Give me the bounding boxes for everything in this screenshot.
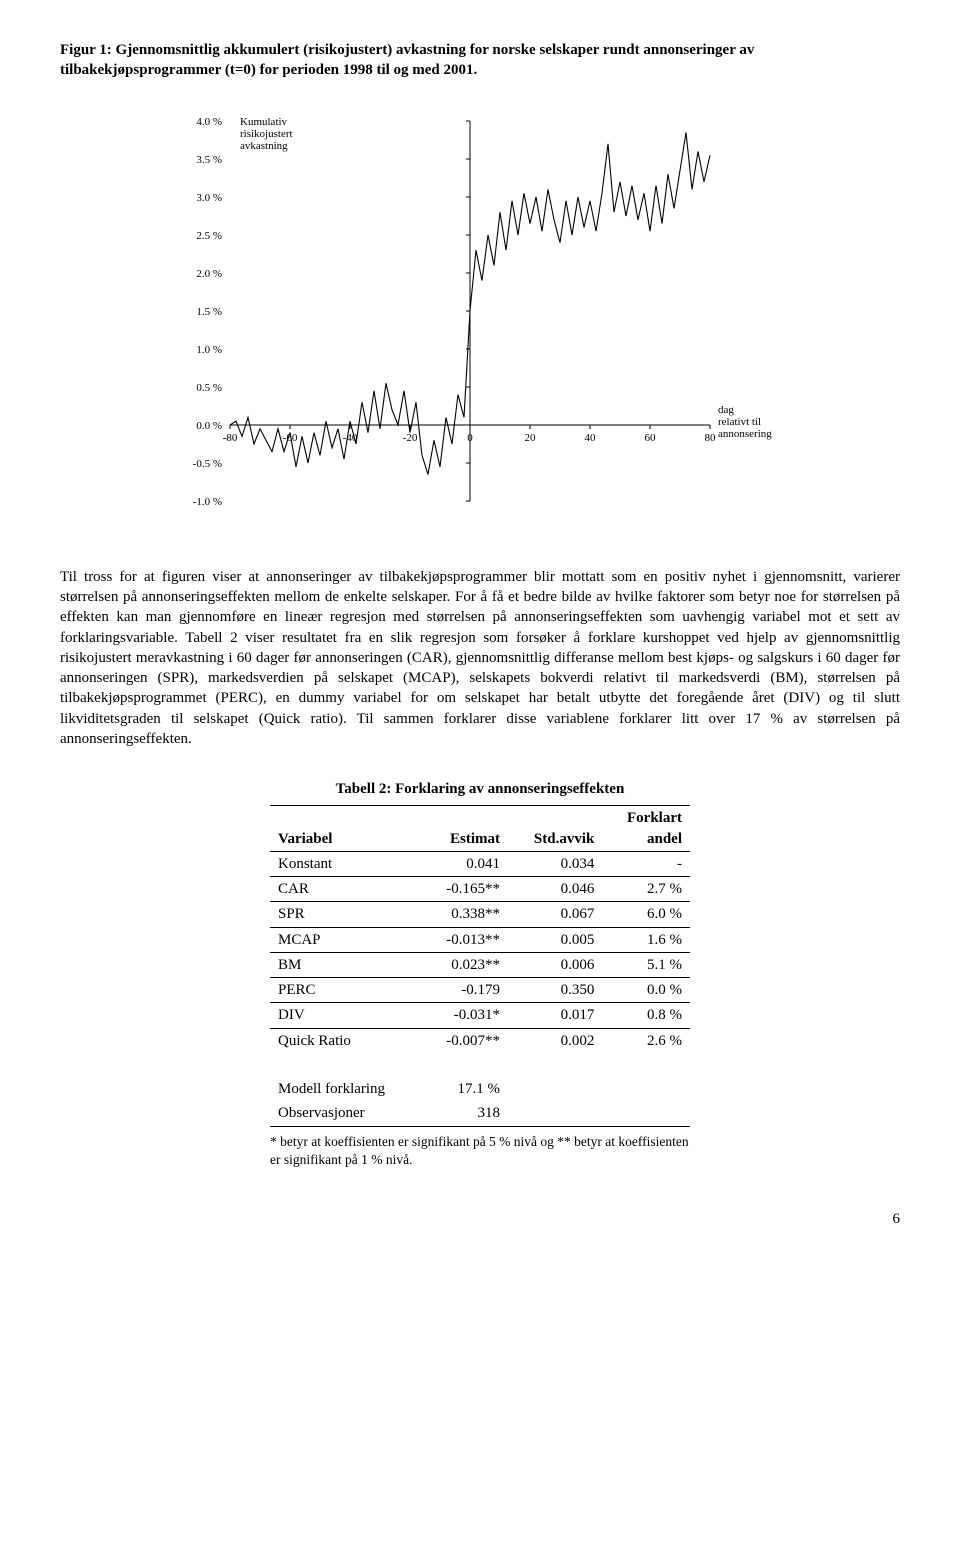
col-header-estimat: Estimat: [422, 806, 508, 852]
svg-text:1.5 %: 1.5 %: [196, 306, 222, 318]
table-cell: 0.023**: [422, 952, 508, 977]
table-cell: DIV: [270, 1003, 422, 1028]
table-row: PERC-0.1790.3500.0 %: [270, 978, 690, 1003]
table-cell: 5.1 %: [602, 952, 690, 977]
page-number: 6: [60, 1209, 900, 1229]
table-cell: 0.350: [508, 978, 602, 1003]
table-cell: -0.013**: [422, 927, 508, 952]
table-cell: -0.007**: [422, 1028, 508, 1053]
figure-title: Figur 1: Gjennomsnittlig akkumulert (ris…: [60, 40, 900, 81]
col-header-variabel: Variabel: [270, 806, 422, 852]
svg-text:dag: dag: [718, 404, 734, 416]
svg-text:20: 20: [525, 432, 537, 444]
table-summary-row: Observasjoner318: [270, 1101, 690, 1126]
table-cell: Konstant: [270, 851, 422, 876]
table-cell: 6.0 %: [602, 902, 690, 927]
table-cell: SPR: [270, 902, 422, 927]
table-row: Quick Ratio-0.007**0.0022.6 %: [270, 1028, 690, 1053]
table-cell: PERC: [270, 978, 422, 1003]
svg-text:-80: -80: [223, 432, 238, 444]
table-cell: 0.0 %: [602, 978, 690, 1003]
table-row: Konstant0.0410.034-: [270, 851, 690, 876]
table-cell: -0.179: [422, 978, 508, 1003]
table-cell: 0.005: [508, 927, 602, 952]
table-cell: 1.6 %: [602, 927, 690, 952]
table-row: MCAP-0.013**0.0051.6 %: [270, 927, 690, 952]
col-header-forklart-line2: andel: [647, 831, 682, 847]
table-cell: [508, 1101, 602, 1126]
svg-text:risikojustert: risikojustert: [240, 128, 293, 140]
svg-text:1.0 %: 1.0 %: [196, 344, 222, 356]
svg-text:0.5 %: 0.5 %: [196, 382, 222, 394]
table-cell: [508, 1077, 602, 1101]
svg-text:-0.5 %: -0.5 %: [193, 458, 222, 470]
spacer: [270, 1053, 690, 1077]
regression-table: Variabel Estimat Std.avvik Forklart ande…: [270, 805, 690, 1126]
table-cell: -0.031*: [422, 1003, 508, 1028]
col-header-stdavvik: Std.avvik: [508, 806, 602, 852]
table-cell: 2.6 %: [602, 1028, 690, 1053]
body-paragraph: Til tross for at figuren viser at annons…: [60, 567, 900, 749]
table-cell: -: [602, 851, 690, 876]
table-cell: Quick Ratio: [270, 1028, 422, 1053]
col-header-forklart-line1: Forklart: [627, 810, 682, 826]
table-cell: 0.046: [508, 877, 602, 902]
table-cell: [602, 1101, 690, 1126]
table-container: Tabell 2: Forklaring av annonseringseffe…: [270, 779, 690, 1169]
table-cell: 0.338**: [422, 902, 508, 927]
svg-text:-20: -20: [403, 432, 418, 444]
svg-text:avkastning: avkastning: [240, 140, 288, 152]
table-cell: [602, 1077, 690, 1101]
table-cell: 318: [422, 1101, 508, 1126]
table-cell: 0.006: [508, 952, 602, 977]
chart-container: 4.0 % 3.5 % 3.0 % 2.5 % 2.0 % 1.5 % 1.0 % 0.5 %…: [160, 111, 800, 537]
table-row: BM0.023**0.0065.1 %: [270, 952, 690, 977]
svg-text:60: 60: [645, 432, 657, 444]
svg-text:2.0 %: 2.0 %: [196, 268, 222, 280]
table-cell: MCAP: [270, 927, 422, 952]
line-chart: 4.0 % 3.5 % 3.0 % 2.5 % 2.0 % 1.5 % 1.0 % 0.5 %…: [160, 111, 800, 531]
svg-text:2.5 %: 2.5 %: [196, 230, 222, 242]
table-cell: 0.034: [508, 851, 602, 876]
col-header-forklart-andel: Forklart andel: [602, 806, 690, 852]
svg-text:annonsering: annonsering: [718, 428, 772, 440]
table-cell: 17.1 %: [422, 1077, 508, 1101]
table-summary-row: Modell forklaring17.1 %: [270, 1077, 690, 1101]
svg-text:Kumulativ: Kumulativ: [240, 116, 288, 128]
table-row: CAR-0.165**0.0462.7 %: [270, 877, 690, 902]
table-cell: 2.7 %: [602, 877, 690, 902]
table-title: Tabell 2: Forklaring av annonseringseffe…: [270, 779, 690, 799]
table-cell: 0.017: [508, 1003, 602, 1028]
table-row: SPR0.338**0.0676.0 %: [270, 902, 690, 927]
table-cell: 0.067: [508, 902, 602, 927]
table-cell: Modell forklaring: [270, 1077, 422, 1101]
svg-text:4.0 %: 4.0 %: [196, 116, 222, 128]
svg-text:3.0 %: 3.0 %: [196, 192, 222, 204]
table-cell: Observasjoner: [270, 1101, 422, 1126]
table-cell: -0.165**: [422, 877, 508, 902]
svg-text:3.5 %: 3.5 %: [196, 154, 222, 166]
svg-text:relativt til: relativt til: [718, 416, 761, 428]
table-row: DIV-0.031*0.0170.8 %: [270, 1003, 690, 1028]
svg-text:-1.0 %: -1.0 %: [193, 496, 222, 508]
table-cell: BM: [270, 952, 422, 977]
table-cell: 0.8 %: [602, 1003, 690, 1028]
svg-text:40: 40: [585, 432, 597, 444]
table-cell: 0.041: [422, 851, 508, 876]
svg-text:80: 80: [705, 432, 717, 444]
svg-text:0.0 %: 0.0 %: [196, 420, 222, 432]
table-cell: CAR: [270, 877, 422, 902]
table-footnote: * betyr at koeffisienten er signifikant …: [270, 1133, 690, 1169]
table-cell: 0.002: [508, 1028, 602, 1053]
